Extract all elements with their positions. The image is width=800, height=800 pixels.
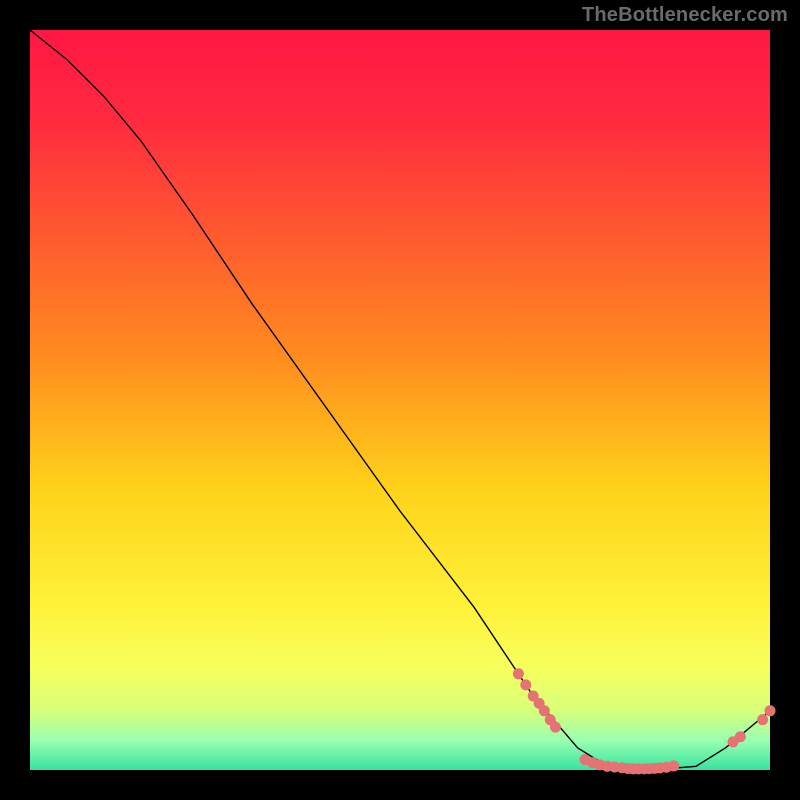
watermark-text: TheBottlenecker.com [582, 4, 788, 27]
data-marker [735, 732, 745, 742]
data-marker [669, 761, 679, 771]
data-marker [539, 706, 549, 716]
data-marker [521, 680, 531, 690]
data-marker [758, 715, 768, 725]
data-marker [513, 669, 523, 679]
data-marker [550, 722, 560, 732]
bottleneck-curve-chart [0, 0, 800, 800]
data-marker [765, 706, 775, 716]
